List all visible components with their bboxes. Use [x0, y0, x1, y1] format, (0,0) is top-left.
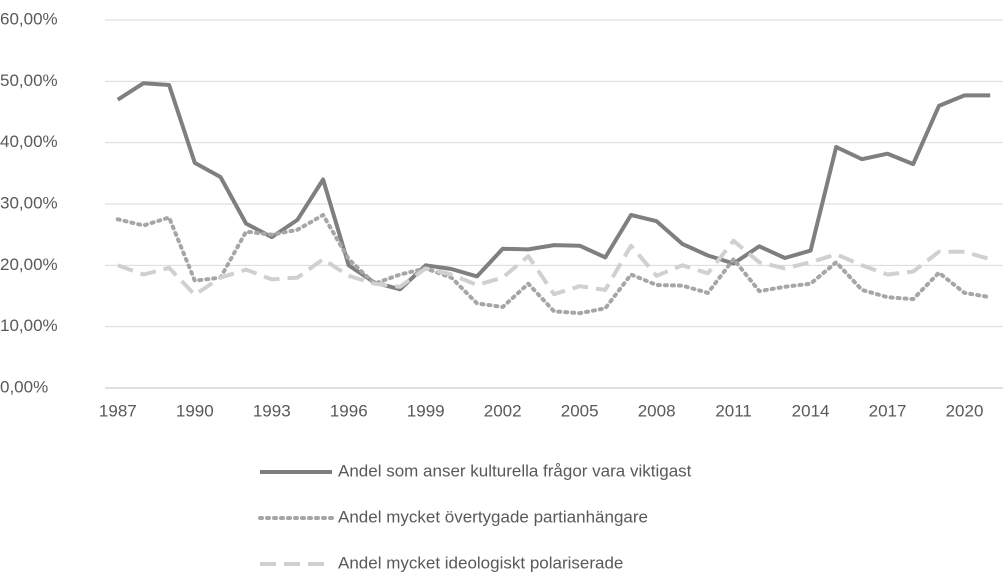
x-tick-label: 2002 — [484, 401, 522, 420]
x-tick-label: 2017 — [869, 401, 907, 420]
legend-label: Andel mycket övertygade partianhängare — [338, 507, 648, 526]
y-tick-label: 30,00% — [0, 193, 58, 212]
x-tick-label: 1999 — [407, 401, 445, 420]
y-tick-label: 60,00% — [0, 9, 58, 28]
series-line — [117, 238, 991, 297]
x-tick-label: 2014 — [792, 401, 830, 420]
y-tick-label: 20,00% — [0, 255, 58, 274]
legend-label: Andel som anser kulturella frågor vara v… — [338, 461, 692, 480]
y-tick-label: 50,00% — [0, 71, 58, 90]
legend-label: Andel mycket ideologiskt polariserade — [338, 553, 623, 572]
x-tick-label: 2011 — [715, 401, 752, 420]
x-tick-label: 2008 — [638, 401, 676, 420]
series-line — [115, 213, 993, 316]
x-tick-label: 2020 — [946, 401, 984, 420]
x-tick-label: 1996 — [330, 401, 368, 420]
y-tick-label: 10,00% — [0, 316, 58, 335]
y-tick-label: 40,00% — [0, 132, 58, 151]
y-tick-label: 0,00% — [0, 377, 48, 396]
x-tick-label: 2005 — [561, 401, 599, 420]
x-tick-label: 1987 — [99, 401, 137, 420]
x-tick-label: 1990 — [176, 401, 214, 420]
x-tick-label: 1993 — [253, 401, 291, 420]
series-line — [116, 81, 991, 292]
